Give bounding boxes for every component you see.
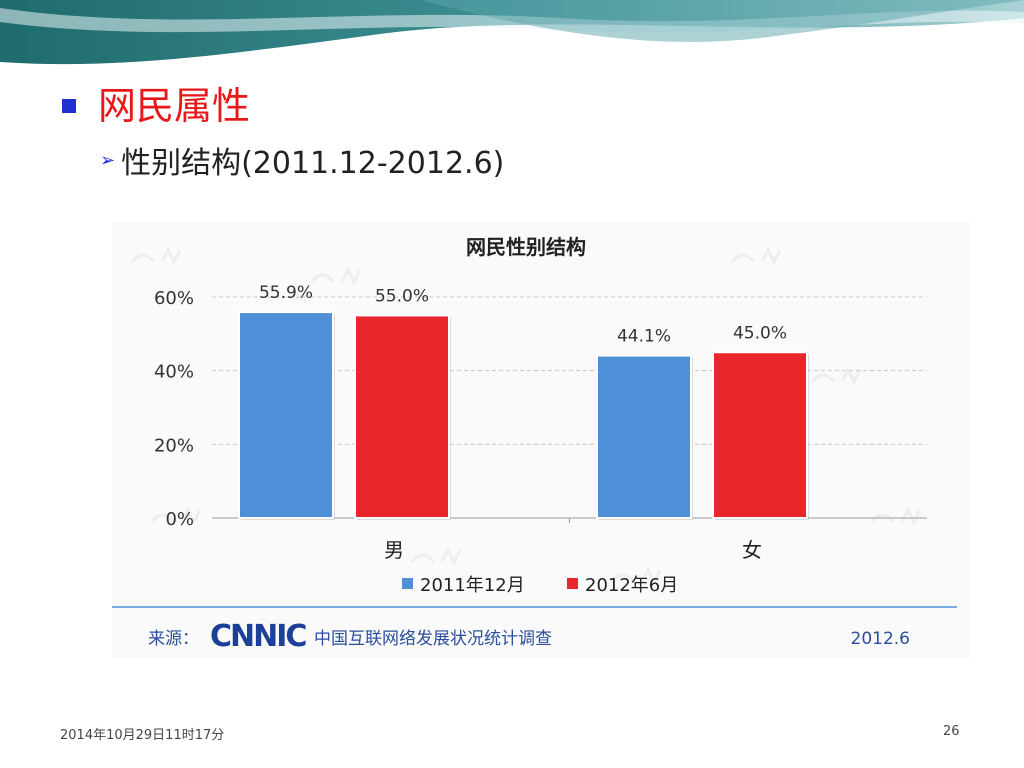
source-org: 中国互联网络发展状况统计调查 xyxy=(314,629,552,649)
footer-date: 2014年10月29日11时17分 xyxy=(60,728,225,743)
bar-value-label: 55.9% xyxy=(259,283,313,303)
chart-title: 网民性别结构 xyxy=(466,235,586,259)
x-category-label: 女 xyxy=(742,538,762,562)
y-tick-label: 0% xyxy=(165,509,194,530)
page-number: 26 xyxy=(943,724,960,739)
bar-value-label: 55.0% xyxy=(375,286,429,306)
cnnic-logo: CNNIC xyxy=(210,619,306,654)
bar-chart: 网民性别结构 60%40%20%0% 55.9% 55.0%44.1% 45.0% … xyxy=(112,235,957,654)
slide-heading: 网民属性 xyxy=(98,84,251,128)
header-banner xyxy=(0,0,1024,80)
y-tick-label: 40% xyxy=(154,362,194,383)
bar xyxy=(238,311,334,519)
legend-label: 2011年12月 xyxy=(420,575,525,596)
source-label: 来源： xyxy=(148,629,199,649)
slide-subheading: 性别结构(2011.12-2012.6) xyxy=(121,146,505,181)
watermark-pattern xyxy=(130,246,922,586)
bar-value-label: 44.1% xyxy=(617,327,671,347)
y-tick-label: 20% xyxy=(154,435,194,456)
bar xyxy=(712,351,808,519)
legend-label: 2012年6月 xyxy=(585,575,678,596)
y-tick-label: 60% xyxy=(154,288,194,309)
bar xyxy=(596,354,692,519)
x-category-label: 男 xyxy=(384,538,404,562)
source-date: 2012.6 xyxy=(851,629,910,649)
chart-panel: 网民性别结构 60% 40% 20% 0% 55.9% 55.0% 44.1% 45.0% … xyxy=(112,222,970,658)
legend-swatch xyxy=(567,578,578,589)
bullet-square-icon xyxy=(62,99,76,113)
bar xyxy=(354,314,450,519)
arrow-right-icon: ➢ xyxy=(100,149,116,171)
legend-swatch xyxy=(402,578,413,589)
bar-value-label: 45.0% xyxy=(733,323,787,343)
